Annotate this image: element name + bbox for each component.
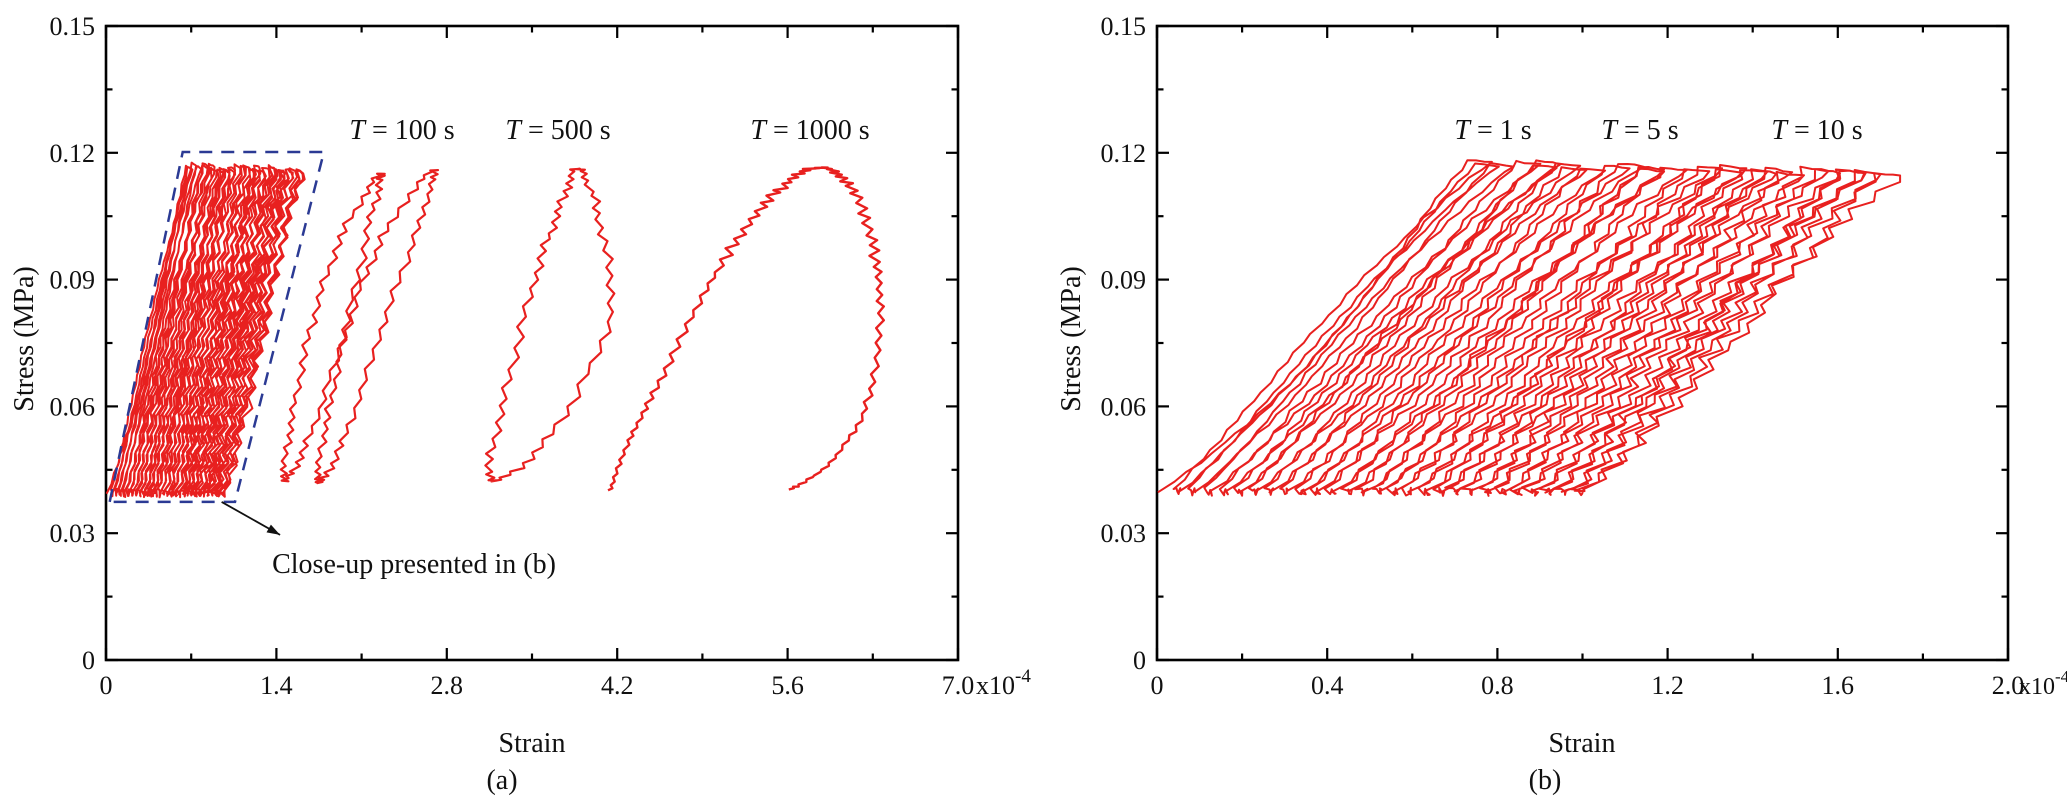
annotation-t500s: T = 500 s [505,115,610,147]
ytick-label: 0.15 [1101,12,1147,41]
axes-panel-b [1155,24,2010,662]
tick-labels-panel-b: 0 0.03 0.06 0.09 0.12 0.15 0 0.4 0.8 1.2 1.6 2.0x10… [1101,12,2067,700]
ytick-label: 0.15 [50,12,96,41]
curve-t-500-s-loop [484,167,616,483]
ytick-label: 0 [82,646,95,675]
xtick-label: 0.4 [1311,671,1344,700]
annotation-t5s-symbol: T [1601,115,1617,146]
x-scale-suffix: x10-4 [2019,667,2067,700]
curves-panel-a [105,161,885,499]
xtick-label: 0 [100,671,113,700]
y-axis-title-a: Stress (MPa) [9,266,40,412]
x-scale-suffix: x10-4 [976,666,1031,700]
x-axis-title-a: Strain [498,728,566,759]
annotation-t1s: T = 1 s [1454,115,1531,147]
ytick-label: 0.06 [50,392,96,421]
xtick-label: 2.0 [1992,671,2025,700]
ytick-label: 0.09 [50,266,96,295]
curves-panel-b [1157,159,1902,497]
xtick-label: 0 [1151,671,1164,700]
ytick-label: 0.09 [1101,266,1147,295]
annotation-t1s-symbol: T [1454,115,1470,146]
ytick-label: 0.06 [1101,392,1147,421]
xtick-label: 1.2 [1651,671,1684,700]
curve-t-1000-s-cycle [607,166,885,492]
curve-t-100-s-loop-1 [279,172,386,483]
y-axis-title-b: Stress (MPa) [1056,266,1087,412]
closeup-arrow-head [266,524,281,535]
xtick-label: 5.6 [771,671,804,700]
xtick-label: 0.8 [1481,671,1514,700]
curve-close-up-of-short-period-cycles-t-1-5-10-s- [1157,159,1902,497]
annotation-t500s-value: = 500 s [520,115,611,146]
annotation-t10s-symbol: T [1771,115,1787,146]
xtick-label: 2.8 [431,671,464,700]
annotation-t10s-value: = 10 s [1786,115,1863,146]
xtick-label: 7.0 [942,671,975,700]
ytick-label: 0.03 [50,519,96,548]
axes-panel-a [104,24,960,662]
closeup-note: Close-up presented in (b) [272,549,556,580]
annotation-t1s-value: = 1 s [1469,115,1532,146]
panel-tag-b: (b) [1528,765,1562,796]
ytick-label: 0.03 [1101,519,1147,548]
annotation-t500s-symbol: T [505,115,521,146]
curve-t-100-s-loop-2 [314,169,440,485]
annotation-t5s: T = 5 s [1601,115,1678,147]
xtick-label: 1.6 [1822,671,1855,700]
ytick-label: 0.12 [50,139,96,168]
x-axis-title-b: Strain [1548,728,1616,759]
panel-tag-a: (a) [486,765,518,796]
xtick-label: 4.2 [601,671,634,700]
annotation-t1000s-value: = 1000 s [765,115,870,146]
tick-labels-panel-a: 0 0.03 0.06 0.09 0.12 0.15 0 1.4 2.8 4.2 5.6 7.0 x10… [50,12,1032,700]
annotation-t1000s-symbol: T [750,115,766,146]
annotation-t5s-value: = 5 s [1616,115,1679,146]
ytick-label: 0.12 [1101,139,1147,168]
curve-short-period-cycles-close-up-region- [105,161,306,499]
annotation-t100s-symbol: T [349,115,365,146]
xtick-label: 1.4 [260,671,293,700]
annotation-t10s: T = 10 s [1771,115,1862,147]
annotation-t1000s: T = 1000 s [750,115,869,147]
ytick-label: 0 [1133,646,1146,675]
annotation-t100s: T = 100 s [349,115,454,147]
annotation-t100s-value: = 100 s [364,115,455,146]
